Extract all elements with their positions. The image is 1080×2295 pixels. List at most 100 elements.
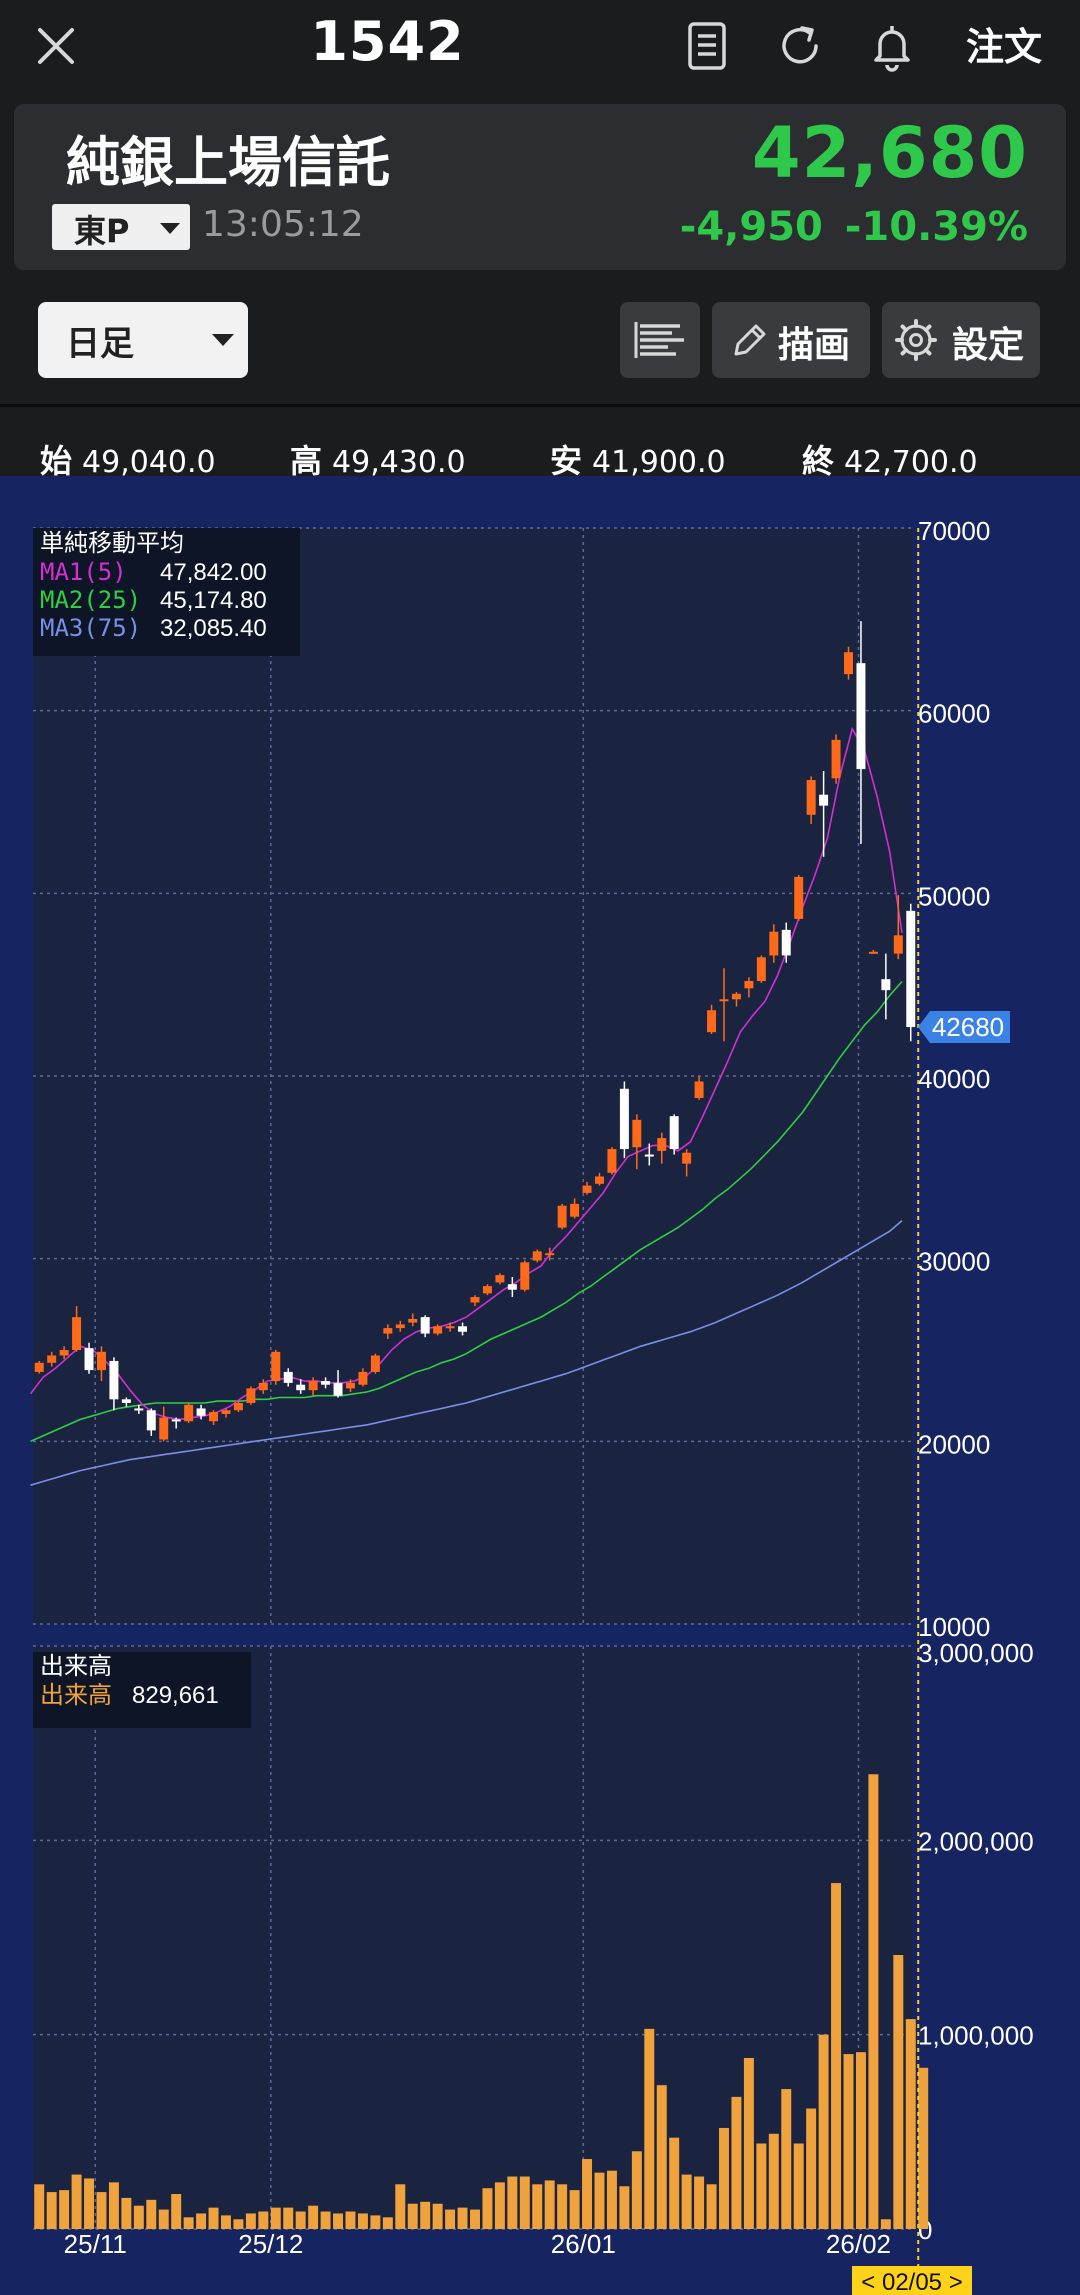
ma-legend-box: [33, 528, 300, 656]
bell-icon[interactable]: [864, 18, 920, 74]
volume-bar: [333, 2213, 344, 2229]
candle-body: [258, 1382, 268, 1391]
update-time: 13:05:12: [202, 204, 364, 245]
candle-body: [134, 1408, 144, 1411]
volume-bar: [221, 2215, 231, 2229]
period-label: 日足: [66, 324, 134, 364]
x-tick-label: 25/11: [64, 2229, 127, 2259]
draw-button[interactable]: 描画: [712, 302, 870, 378]
candle-body: [769, 931, 779, 956]
candle-body: [831, 739, 841, 779]
volume-bar: [731, 2096, 742, 2229]
order-button[interactable]: 注文: [965, 25, 1042, 69]
volume-bar: [171, 2194, 182, 2229]
volume-bar: [494, 2182, 505, 2229]
ma-legend-value: 47,842.00: [160, 559, 267, 586]
gear-icon: [895, 319, 937, 361]
candle-body: [644, 1154, 654, 1157]
high-label: 高: [290, 442, 323, 480]
ma2-line: [30, 980, 903, 1443]
stock-name: 純銀上場信託: [66, 131, 390, 194]
stock-chart[interactable]: 70000 60000 50000 40000 30000 20000 100003,000…: [0, 476, 1080, 2295]
volume-legend-box: [33, 1652, 251, 1728]
volume-bar: [59, 2190, 70, 2229]
refresh-icon[interactable]: [772, 18, 828, 74]
candle-body: [246, 1388, 256, 1403]
volume-bar: [669, 2137, 680, 2229]
ohlc-high: 高 49,430.0: [290, 436, 466, 482]
candle-body: [582, 1185, 592, 1193]
ohlc-close: 終 42,700.0: [802, 436, 978, 482]
volume-bar: [270, 2207, 281, 2229]
change-percent: -10.39%: [844, 204, 1028, 250]
candle-body: [121, 1399, 131, 1403]
volume-bar: [133, 2205, 144, 2229]
x-tick-label: 25/12: [238, 2229, 303, 2259]
candle-body: [408, 1318, 418, 1323]
last-price-badge: [918, 1011, 1010, 1044]
candle-body: [296, 1384, 306, 1391]
volume-bar: [756, 2143, 767, 2229]
volume-bar: [893, 1954, 904, 2229]
chart-area[interactable]: 70000 60000 50000 40000 30000 20000 10000 3,000…: [0, 476, 1080, 2295]
cursor-date-label: < 02/05 >: [861, 2269, 962, 2295]
volume-bar: [34, 2184, 45, 2229]
volume-bar: [532, 2184, 543, 2229]
ma-legend-label: MA2(25): [40, 586, 141, 614]
market-dropdown[interactable]: 東P: [52, 204, 190, 250]
candle-body: [657, 1138, 667, 1151]
volume-bar: [71, 2174, 82, 2229]
period-dropdown[interactable]: 日足: [38, 302, 248, 378]
settings-button[interactable]: 設定: [882, 302, 1040, 378]
candle-body: [694, 1081, 704, 1098]
volume-bar: [245, 2213, 256, 2229]
candle-body: [271, 1351, 281, 1382]
price-tick-label: 20000: [918, 1429, 990, 1459]
volume-bar: [84, 2178, 95, 2229]
volume-bar: [295, 2211, 306, 2229]
volume-bar: [308, 2205, 319, 2229]
volume-bar: [432, 2203, 443, 2229]
ohlc-low: 安 41,900.0: [550, 436, 726, 482]
stock-code-title: 1542: [310, 10, 465, 73]
volume-bar: [370, 2215, 381, 2229]
close-icon[interactable]: [30, 20, 82, 72]
candle-body: [445, 1326, 455, 1329]
volume-bar: [619, 2186, 630, 2229]
price-tick-label: 60000: [918, 699, 990, 729]
candle-body: [794, 876, 804, 919]
price-panel: [33, 528, 912, 1624]
ma-legend-label: MA1(5): [40, 558, 127, 586]
chevron-down-icon: [212, 334, 234, 346]
volume-bar: [719, 2127, 729, 2229]
volume-bar: [656, 2085, 667, 2229]
price-tick-label: 50000: [918, 881, 990, 911]
candle-body: [109, 1360, 119, 1400]
candle-body: [881, 979, 891, 991]
candle-body: [545, 1253, 555, 1256]
volume-bar: [855, 2052, 866, 2229]
news-icon[interactable]: [680, 18, 736, 74]
volume-bar: [557, 2184, 568, 2229]
candle-body: [308, 1381, 318, 1391]
board-button[interactable]: [620, 302, 700, 378]
volume-bar: [519, 2176, 530, 2229]
candle-body: [682, 1152, 692, 1164]
candle-body: [806, 780, 816, 815]
volume-legend-label: 出来高: [40, 1682, 112, 1709]
chevron-down-icon: [160, 223, 180, 234]
volume-bar: [457, 2207, 468, 2229]
current-price: 42,680: [751, 112, 1028, 194]
candle-body: [619, 1088, 629, 1150]
ma-legend-value: 32,085.40: [160, 615, 267, 642]
ma-legend-title: 単純移動平均: [40, 530, 184, 557]
volume-bar: [146, 2199, 157, 2229]
volume-tick-label: 3,000,000: [918, 1638, 1034, 1668]
candle-body: [906, 910, 916, 1028]
volume-bar: [345, 2211, 356, 2229]
candle-body: [84, 1348, 94, 1371]
candle-body: [458, 1326, 468, 1332]
pencil-icon: [734, 324, 766, 356]
candle-body: [283, 1371, 293, 1383]
close-label: 終: [802, 442, 835, 480]
